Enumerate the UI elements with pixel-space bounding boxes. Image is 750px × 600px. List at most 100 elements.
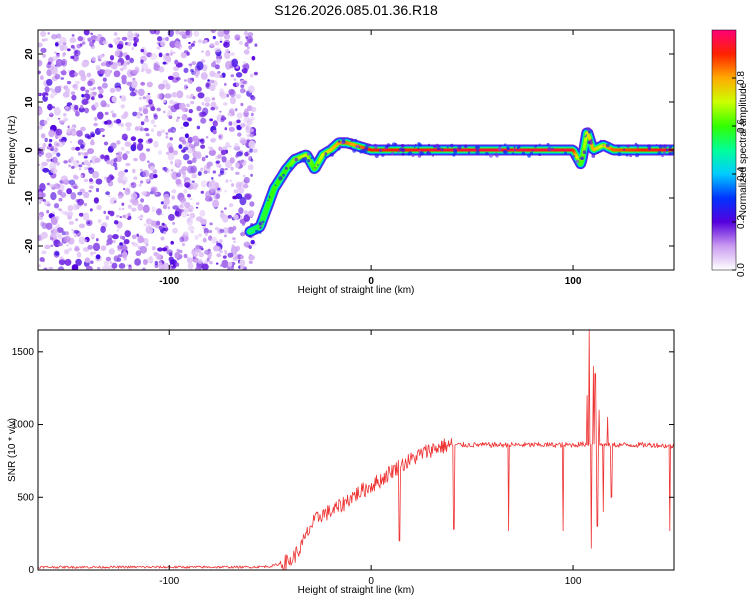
noise-speckle — [121, 251, 128, 259]
noise-speckle — [92, 171, 100, 179]
noise-speckle — [187, 117, 192, 122]
y-tick-label: -10 — [24, 190, 35, 205]
noise-speckle — [186, 160, 193, 165]
noise-speckle — [68, 211, 74, 217]
noise-speckle — [211, 236, 217, 244]
ridge-speckle — [329, 152, 335, 157]
ridge-speckle — [629, 154, 633, 158]
noise-speckle — [235, 154, 239, 158]
noise-speckle — [58, 135, 63, 140]
noise-speckle — [225, 179, 229, 183]
ridge-speckle — [258, 222, 262, 226]
noise-speckle — [50, 244, 54, 247]
noise-speckle — [57, 266, 65, 270]
noise-speckle — [153, 124, 157, 128]
noise-speckle — [116, 228, 120, 232]
ridge-speckle — [538, 143, 541, 146]
ridge-speckle — [307, 152, 310, 156]
noise-speckle — [210, 43, 214, 47]
noise-speckle — [127, 204, 132, 209]
noise-speckle — [163, 197, 170, 206]
ridge-speckle — [386, 146, 388, 148]
noise-speckle — [235, 82, 240, 87]
noise-speckle — [168, 105, 172, 109]
noise-speckle — [136, 233, 139, 237]
ridge-speckle — [364, 145, 369, 149]
noise-speckle — [114, 50, 120, 57]
noise-speckle — [109, 87, 116, 93]
x-tick-label: -100 — [159, 276, 179, 287]
noise-speckle — [90, 260, 94, 264]
ridge-speckle — [361, 148, 365, 152]
noise-speckle — [178, 102, 186, 111]
noise-speckle — [121, 133, 128, 141]
noise-speckle — [55, 42, 59, 47]
noise-speckle — [60, 70, 67, 76]
noise-speckle — [142, 108, 149, 115]
noise-speckle — [126, 81, 132, 86]
noise-speckle — [132, 111, 138, 117]
noise-speckle — [80, 104, 84, 109]
ridge-speckle — [602, 144, 605, 147]
ridge-speckle — [647, 147, 651, 151]
noise-speckle — [252, 148, 258, 153]
ridge-speckle — [427, 150, 429, 153]
noise-speckle — [94, 116, 98, 121]
noise-speckle — [38, 59, 43, 67]
ridge-speckle — [584, 135, 587, 138]
noise-speckle — [236, 119, 241, 124]
noise-speckle — [99, 54, 104, 59]
noise-speckle — [243, 49, 250, 55]
noise-speckle — [94, 101, 99, 108]
noise-speckle — [77, 36, 84, 42]
noise-speckle — [42, 143, 47, 148]
noise-speckle — [206, 161, 213, 167]
noise-speckle — [61, 210, 67, 215]
noise-speckle — [90, 140, 95, 146]
noise-speckle — [239, 259, 246, 267]
noise-speckle — [47, 32, 50, 35]
ridge-speckle — [268, 195, 271, 198]
ridge-speckle — [527, 154, 531, 158]
noise-speckle — [225, 49, 230, 54]
noise-speckle — [217, 30, 225, 38]
noise-speckle — [63, 113, 67, 117]
noise-speckle — [165, 83, 171, 90]
x-tick-label: -100 — [159, 576, 179, 587]
noise-speckle — [139, 127, 145, 132]
noise-speckle — [81, 94, 85, 98]
noise-speckle — [243, 176, 250, 184]
noise-speckle — [156, 42, 160, 45]
noise-speckle — [102, 40, 108, 45]
noise-speckle — [211, 177, 214, 180]
noise-speckle — [74, 104, 79, 111]
noise-speckle — [247, 46, 250, 50]
noise-speckle — [235, 182, 242, 190]
noise-speckle — [113, 37, 120, 44]
noise-speckle — [242, 80, 247, 85]
noise-speckle — [185, 30, 191, 36]
noise-speckle — [190, 100, 195, 105]
noise-speckle — [113, 220, 119, 225]
noise-speckle — [179, 204, 184, 209]
noise-speckle — [104, 69, 111, 77]
ridge-speckle — [467, 151, 471, 154]
noise-speckle — [74, 234, 78, 237]
noise-speckle — [38, 70, 42, 74]
noise-speckle — [52, 230, 60, 239]
noise-speckle — [176, 90, 184, 99]
noise-speckle — [195, 206, 199, 209]
noise-speckle — [223, 30, 230, 35]
noise-speckle — [161, 213, 164, 216]
noise-speckle — [81, 73, 85, 76]
noise-speckle — [201, 50, 204, 53]
ridge-speckle — [354, 138, 358, 143]
noise-speckle — [192, 157, 197, 164]
noise-speckle — [219, 91, 227, 100]
noise-speckle — [226, 93, 230, 98]
noise-speckle — [40, 47, 47, 54]
noise-speckle — [83, 159, 90, 166]
noise-speckle — [142, 267, 146, 270]
noise-speckle — [77, 191, 83, 196]
colorbar-ticks: 0.0 0.2 0.4 0.6 0.8 — [732, 71, 747, 277]
